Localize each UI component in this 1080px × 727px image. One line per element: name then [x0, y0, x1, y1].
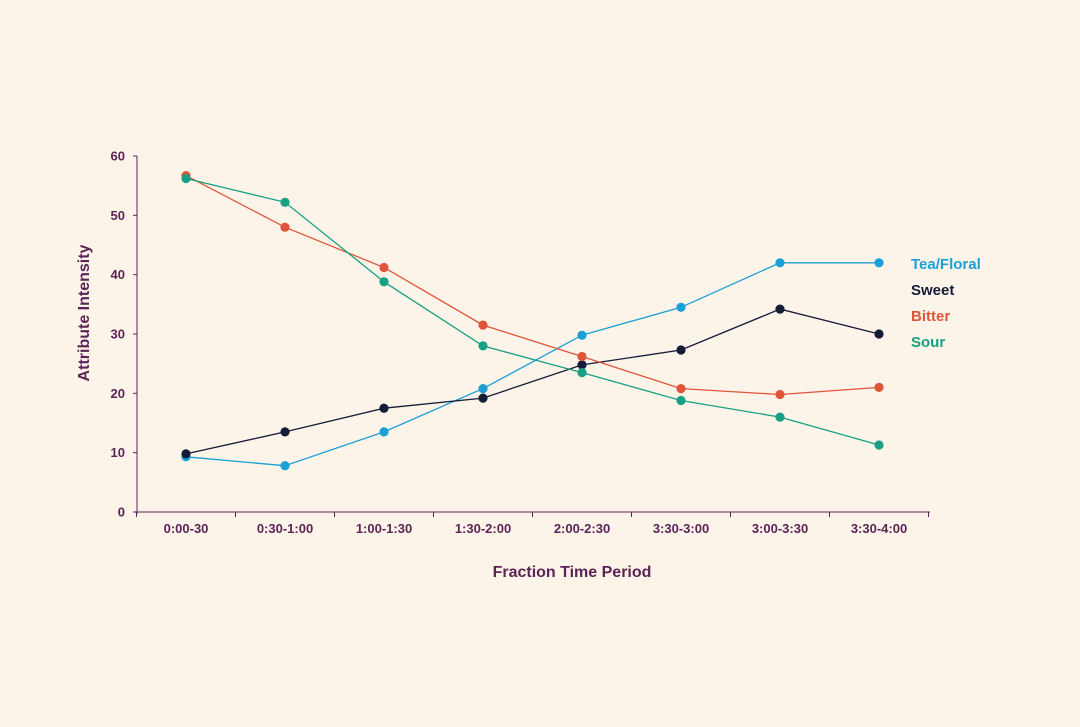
data-point	[478, 384, 488, 394]
legend-entry: Sweet	[911, 282, 954, 299]
data-point	[577, 360, 587, 370]
series-tea-floral	[181, 258, 884, 471]
x-tick-label: 3:00-3:30	[752, 521, 808, 536]
y-tick-label: 50	[111, 208, 125, 223]
y-tick-label: 30	[111, 327, 125, 342]
data-point	[874, 258, 884, 268]
legend-entry: Tea/Floral	[911, 256, 981, 273]
data-point	[577, 368, 587, 378]
data-point	[478, 393, 488, 403]
x-tick-label: 0:00-30	[164, 521, 209, 536]
data-point	[280, 197, 290, 207]
x-tick-label: 1:00-1:30	[356, 521, 412, 536]
y-tick-label: 60	[111, 149, 125, 164]
series-line	[185, 175, 880, 396]
data-point	[280, 222, 290, 232]
data-point	[280, 461, 290, 471]
data-point	[379, 277, 389, 287]
series-sour	[181, 173, 884, 450]
data-point	[775, 304, 785, 314]
y-axis-title: Attribute Intensity	[76, 244, 93, 381]
data-point	[478, 320, 488, 330]
y-tick-label: 20	[111, 386, 125, 401]
x-tick-label: 0:30-1:00	[257, 521, 313, 536]
data-point	[676, 395, 686, 406]
data-point	[874, 382, 884, 392]
y-tick-label: 0	[118, 505, 125, 520]
data-point	[577, 330, 587, 340]
data-point	[379, 262, 389, 273]
axes: 0 10 20 30 40 50 60 0:00-30 0:30-1:00 1:00-1:30 1:…	[111, 149, 930, 536]
x-tick-label: 1:30-2:00	[455, 521, 511, 536]
data-point	[280, 427, 290, 437]
x-tick-label: 3:30-3:00	[653, 521, 709, 536]
data-point	[775, 389, 785, 400]
x-axis-title: Fraction Time Period	[493, 564, 652, 581]
data-point	[181, 173, 191, 184]
series-sweet	[181, 304, 884, 459]
y-tick-label: 40	[111, 267, 125, 282]
data-point	[874, 329, 884, 339]
data-point	[478, 341, 488, 351]
data-point	[676, 384, 686, 394]
series-line	[185, 177, 880, 446]
data-point	[577, 351, 587, 362]
legend-entry: Sour	[911, 334, 945, 351]
y-tick-label: 10	[111, 445, 125, 460]
data-point	[775, 412, 785, 422]
series-bitter	[181, 171, 884, 400]
series-line	[185, 262, 879, 467]
series-lines	[181, 171, 884, 471]
data-point	[676, 302, 686, 312]
legend: Tea/Floral Sweet Bitter Sour	[911, 256, 981, 351]
data-point	[181, 449, 191, 459]
x-tick-label: 2:00-2:30	[554, 521, 610, 536]
data-point	[379, 427, 389, 437]
data-point	[874, 440, 884, 450]
series-line	[185, 308, 880, 455]
legend-entry: Bitter	[911, 308, 950, 325]
data-point	[676, 345, 686, 355]
data-point	[379, 403, 389, 413]
data-point	[775, 258, 785, 268]
x-tick-label: 3:30-4:00	[851, 521, 907, 536]
